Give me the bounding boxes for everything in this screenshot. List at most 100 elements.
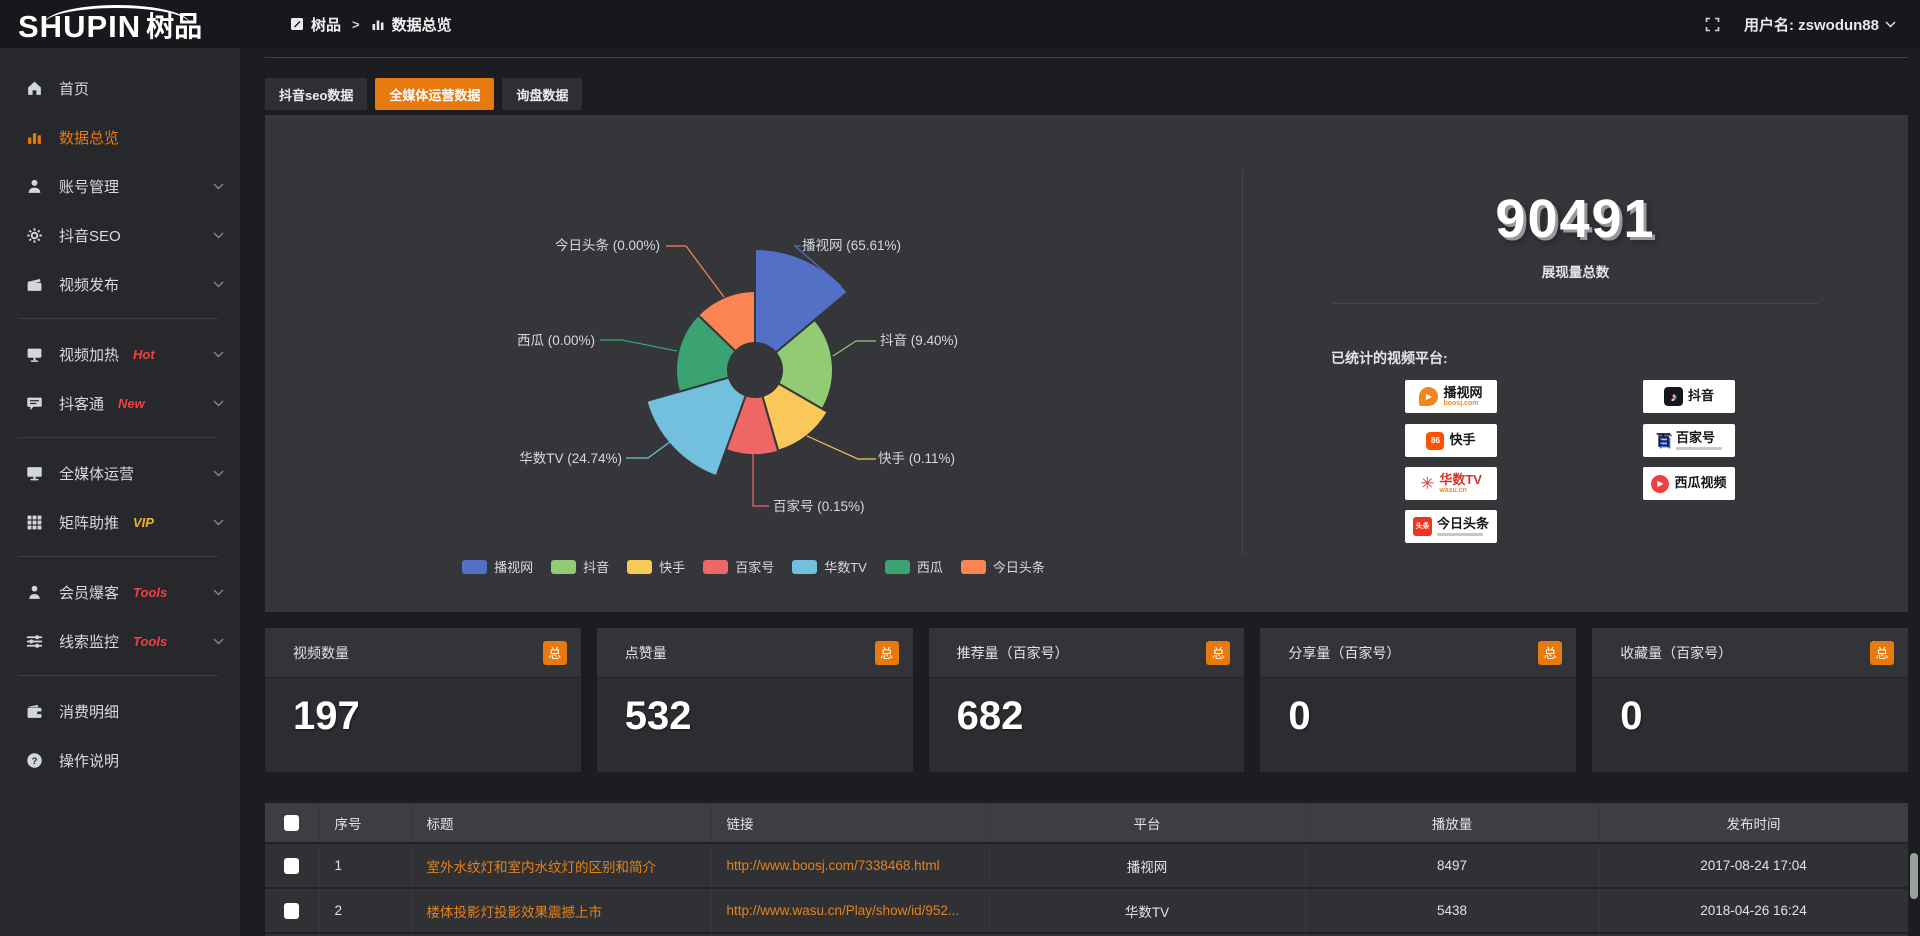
sidebar-divider xyxy=(18,556,218,557)
legend-label: 今日头条 xyxy=(992,560,1045,575)
pie-label: 百家号 (0.15%) xyxy=(773,498,865,514)
stat-card-title: 分享量（百家号） xyxy=(1288,644,1401,661)
column-header-发布时间: 发布时间 xyxy=(1599,803,1908,843)
select-all-checkbox[interactable] xyxy=(284,814,300,831)
total-badge[interactable]: 总 xyxy=(1206,640,1231,665)
tab-抖音seo数据[interactable]: 抖音seo数据 xyxy=(265,78,368,110)
platform-subtext: boosj.com xyxy=(1443,399,1479,407)
stat-card-title: 视频数量 xyxy=(293,644,349,661)
sidebar-item-消费明细[interactable]: 消费明细 xyxy=(0,687,240,736)
chevron-down-icon xyxy=(213,519,224,526)
svg-text:?: ? xyxy=(32,756,38,767)
video-title-link[interactable]: 室外水纹灯和室内水纹灯的区别和简介 xyxy=(426,859,657,875)
sidebar-item-矩阵助推[interactable]: 矩阵助推 VIP xyxy=(0,498,240,547)
sidebar-item-账号管理[interactable]: 账号管理 xyxy=(0,162,240,211)
board-icon xyxy=(290,17,304,31)
legend-item-今日头条[interactable]: 今日头条 xyxy=(960,557,1045,576)
stat-card-value: 0 xyxy=(1288,694,1311,738)
chevron-down-icon xyxy=(213,470,224,477)
legend-item-西瓜[interactable]: 西瓜 xyxy=(884,557,943,576)
stat-card-value: 682 xyxy=(956,694,1024,738)
pie-label: 西瓜 (0.00%) xyxy=(517,333,595,348)
legend-swatch xyxy=(462,559,488,574)
user-menu[interactable]: 用户名: zswodun88 xyxy=(1744,14,1896,35)
chart-panel: 播视网 (65.61%) 抖音 (9.40%) 快手 (0.11%) 百家号 (0.1… xyxy=(265,115,1908,612)
pie-label: 抖音 (9.40%) xyxy=(880,332,958,348)
total-impressions-value: 90491 xyxy=(1495,189,1656,249)
row-checkbox[interactable] xyxy=(284,857,300,874)
pie-label-line xyxy=(600,339,678,352)
column-header-链接: 链接 xyxy=(711,803,990,843)
sidebar-item-操作说明[interactable]: ? 操作说明 xyxy=(0,736,240,785)
platform-badge-text: 华数TV wasu.cn xyxy=(1439,472,1482,495)
sidebar-item-首页[interactable]: 首页 xyxy=(0,64,240,113)
sidebar-item-数据总览[interactable]: 数据总览 xyxy=(0,113,240,162)
pie-slice-播视网[interactable] xyxy=(754,247,850,355)
table-row: 1 室外水纹灯和室内水纹灯的区别和简介 http://www.boosj.com/7… xyxy=(265,843,1908,888)
screen-icon xyxy=(25,345,44,364)
chevron-down-icon xyxy=(213,400,224,407)
breadcrumb-home[interactable]: 树品 xyxy=(311,16,342,34)
sidebar-item-视频加热[interactable]: 视频加热 Hot xyxy=(0,330,240,379)
pie-label: 今日头条 (0.00%) xyxy=(555,237,660,253)
pie-slice-今日头条[interactable] xyxy=(696,289,756,353)
platform-badge-抖音: ♪ 抖音 xyxy=(1643,380,1735,413)
bar-chart-icon xyxy=(371,17,385,31)
monitor-icon xyxy=(25,464,44,483)
sliders-icon xyxy=(25,632,44,651)
stat-card-1: 视频数量 总 197 xyxy=(265,628,581,772)
legend-item-播视网[interactable]: 播视网 xyxy=(462,557,533,576)
chevron-down-icon xyxy=(213,281,224,288)
xigua-logo-icon: ▶ xyxy=(1651,474,1670,493)
video-title-link[interactable]: 楼体投影灯投影效果震撼上市 xyxy=(426,904,603,920)
video-link[interactable]: http://www.boosj.com/7338468.html xyxy=(726,858,940,873)
platform-badge-text: 百家号 xyxy=(1676,430,1722,451)
legend-item-快手[interactable]: 快手 xyxy=(627,557,685,576)
pie-label-line xyxy=(666,245,725,298)
tab-全媒体运营数据[interactable]: 全媒体运营数据 xyxy=(375,78,495,110)
pie-slice-抖音[interactable] xyxy=(774,318,834,411)
row-checkbox-cell xyxy=(265,888,320,933)
scrollbar-thumb[interactable] xyxy=(1910,853,1918,899)
sidebar-item-会员爆客[interactable]: 会员爆客 Tools xyxy=(0,568,240,617)
pie-slice-西瓜[interactable] xyxy=(675,313,738,394)
total-badge[interactable]: 总 xyxy=(542,640,567,665)
platform-badge-今日头条: 头条 今日头条 xyxy=(1405,510,1497,543)
breadcrumb-current: 数据总览 xyxy=(391,16,452,34)
total-badge[interactable]: 总 xyxy=(874,640,899,665)
summary-divider xyxy=(1333,303,1818,304)
total-badge[interactable]: 总 xyxy=(1538,640,1563,665)
total-impressions-label: 展现量总数 xyxy=(1541,265,1610,280)
platform-name: 快手 xyxy=(1449,432,1476,448)
platform-badge-播视网: ▶ 播视网 boosj.com xyxy=(1405,380,1497,413)
tab-询盘数据[interactable]: 询盘数据 xyxy=(502,78,583,110)
legend-item-抖音[interactable]: 抖音 xyxy=(551,557,609,576)
table-row: 2 楼体投影灯投影效果震撼上市 http://www.wasu.cn/Play/sh… xyxy=(265,888,1908,933)
chevron-down-icon xyxy=(213,638,224,645)
stat-card-4: 分享量（百家号） 总 0 xyxy=(1260,628,1577,772)
legend-label: 快手 xyxy=(659,560,686,575)
baijia-logo-icon: 百 xyxy=(1655,432,1671,449)
cell-plays: 8497 xyxy=(1305,843,1600,888)
legend-swatch xyxy=(792,559,818,574)
sidebar-divider xyxy=(18,437,218,438)
rose-pie-chart: 播视网 (65.61%) 抖音 (9.40%) 快手 (0.11%) 百家号 (0.1… xyxy=(517,237,958,514)
legend-label: 西瓜 xyxy=(916,560,943,575)
legend-item-百家号[interactable]: 百家号 xyxy=(703,557,774,576)
topbar: SHUPIN 树品 树品 > 数据总览 用户名: zswodun88 xyxy=(0,0,1920,48)
sidebar-item-视频发布[interactable]: 视频发布 xyxy=(0,260,240,309)
video-link[interactable]: http://www.wasu.cn/Play/show/id/952... xyxy=(726,903,960,918)
sidebar-item-线索监控[interactable]: 线索监控 Tools xyxy=(0,617,240,666)
sidebar-item-全媒体运营[interactable]: 全媒体运营 xyxy=(0,449,240,498)
pie-slice-华数TV[interactable] xyxy=(645,376,748,478)
stat-card-value: 197 xyxy=(293,694,360,738)
total-badge[interactable]: 总 xyxy=(1869,640,1894,665)
platform-tagline xyxy=(1676,447,1722,451)
fullscreen-icon[interactable] xyxy=(1705,17,1720,32)
legend-item-华数TV[interactable]: 华数TV xyxy=(792,557,867,576)
row-checkbox[interactable] xyxy=(284,902,300,919)
sidebar-item-抖客通[interactable]: 抖客通 New xyxy=(0,379,240,428)
pie-label-line xyxy=(793,245,842,287)
sidebar-item-抖音SEO[interactable]: 抖音SEO xyxy=(0,211,240,260)
chevron-down-icon xyxy=(213,589,224,596)
